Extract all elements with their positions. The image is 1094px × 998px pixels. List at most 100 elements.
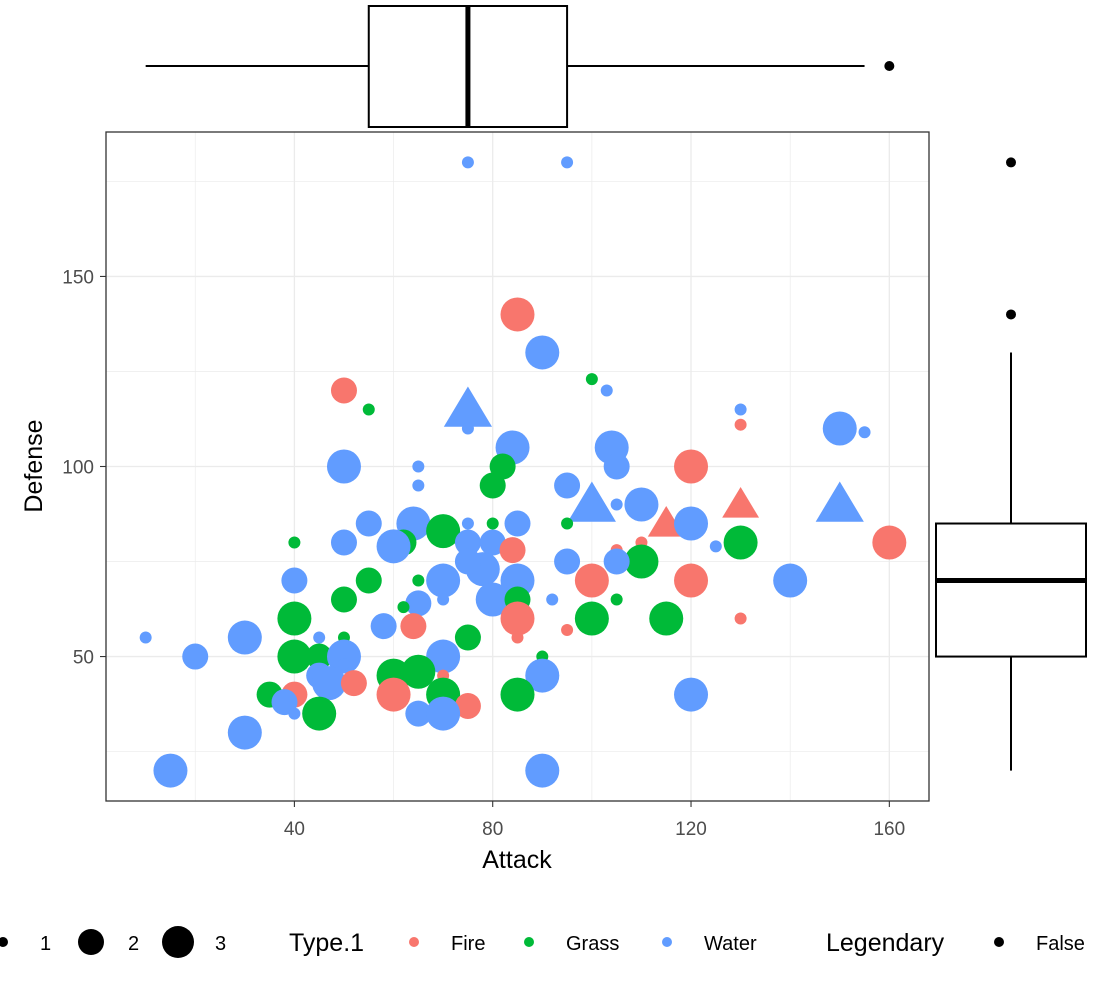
data-point-water [405,700,432,727]
plot-panel [105,131,930,802]
legend-size-3-key [162,926,194,958]
data-point-water [479,529,506,556]
data-point-water [454,529,481,556]
data-point-water [355,510,382,537]
data-point-water [525,335,560,370]
legend-size-2-label: 2 [128,933,139,955]
y-axis-ticks: 50 100 150 [62,267,106,669]
data-point-grass [500,677,535,712]
data-point-water [546,593,559,606]
data-point-water [734,403,747,416]
data-point-water [426,696,461,731]
legend-water-label: Water [704,933,757,955]
data-point-water [313,631,326,644]
attack-outlier-point [884,61,895,71]
data-point-grass [277,601,312,636]
y-tick-label: 100 [62,458,94,479]
data-point-water [600,384,613,397]
data-point-water [674,677,709,712]
data-point-water [281,567,308,594]
x-axis-ticks: 40 80 120 160 [284,801,905,840]
data-point-grass [401,654,436,689]
data-point-water [554,472,581,499]
data-point-grass [397,601,410,614]
data-point-grass [426,514,461,549]
data-point-water-triangle [815,481,864,522]
data-point-water [426,563,461,598]
x-tick-label: 40 [284,819,305,840]
data-point-water [461,156,474,169]
legend-fire-key [409,937,419,947]
data-point-water [412,460,425,473]
x-tick-label: 80 [482,819,503,840]
data-point-grass [306,643,333,670]
data-point-fire [511,631,524,644]
data-point-water [227,620,262,655]
attack-marginal-boxplot [145,5,895,128]
data-point-water [412,479,425,492]
data-point-water [610,498,623,511]
data-point-fire [500,601,535,636]
data-point-grass [302,696,337,731]
x-axis-title: Attack [482,846,552,874]
x-tick-label: 120 [675,819,707,840]
data-point-water [773,563,808,598]
data-point-fire [674,563,709,598]
legend-false-key [994,937,1004,947]
data-point-grass [624,544,659,579]
data-point-water [426,639,461,674]
defense-marginal-boxplot [935,157,1087,771]
data-point-fire [499,537,526,564]
data-point-water-triangle [443,386,493,427]
legend-shape-title: Legendary [826,929,945,957]
data-point-water [461,517,474,530]
data-point-water [561,156,574,169]
defense-iqr-box [935,522,1087,658]
data-point-water [288,707,301,720]
data-point-grass [585,373,598,386]
legend-size-1-label: 1 [40,933,51,955]
data-point-grass [723,525,758,560]
data-point-water [461,422,474,435]
data-point-fire [872,525,907,560]
data-point-water-triangle [567,481,616,522]
data-point-water [330,529,357,556]
data-point-grass [330,586,357,613]
data-point-fire [454,692,481,719]
data-point-fire [734,418,747,431]
data-point-fire [674,449,709,484]
data-point-water [437,593,450,606]
data-point-water [326,449,361,484]
legend-water-key [662,937,672,947]
data-point-grass [362,403,375,416]
legend-color-title: Type.1 [289,929,364,957]
defense-outlier-point [1006,309,1016,320]
legend-size-3-label: 3 [215,933,226,955]
data-point-fire-triangle [722,486,760,518]
data-point-fire [376,677,411,712]
data-point-water [475,582,510,617]
legend-false-label: False [1036,933,1085,955]
data-point-water [822,411,857,446]
legend-grass-label: Grass [566,933,619,955]
data-point-water [858,426,871,439]
data-point-fire [734,612,747,625]
data-point-fire [400,613,427,640]
data-point-water [139,631,152,644]
defense-outlier-point [1006,157,1016,168]
data-point-grass [561,517,574,530]
data-point-fire [330,377,357,404]
data-point-fire [561,623,574,636]
data-point-grass [479,472,506,499]
data-points [139,156,907,788]
data-point-grass [277,639,312,674]
data-point-water [500,563,535,598]
data-point-grass [574,601,609,636]
legend-grass-key [524,937,534,947]
data-point-water [227,715,262,750]
x-tick-label: 160 [873,819,905,840]
data-point-water [709,540,722,553]
data-point-fire [500,297,535,332]
y-axis-title: Defense [20,419,48,512]
